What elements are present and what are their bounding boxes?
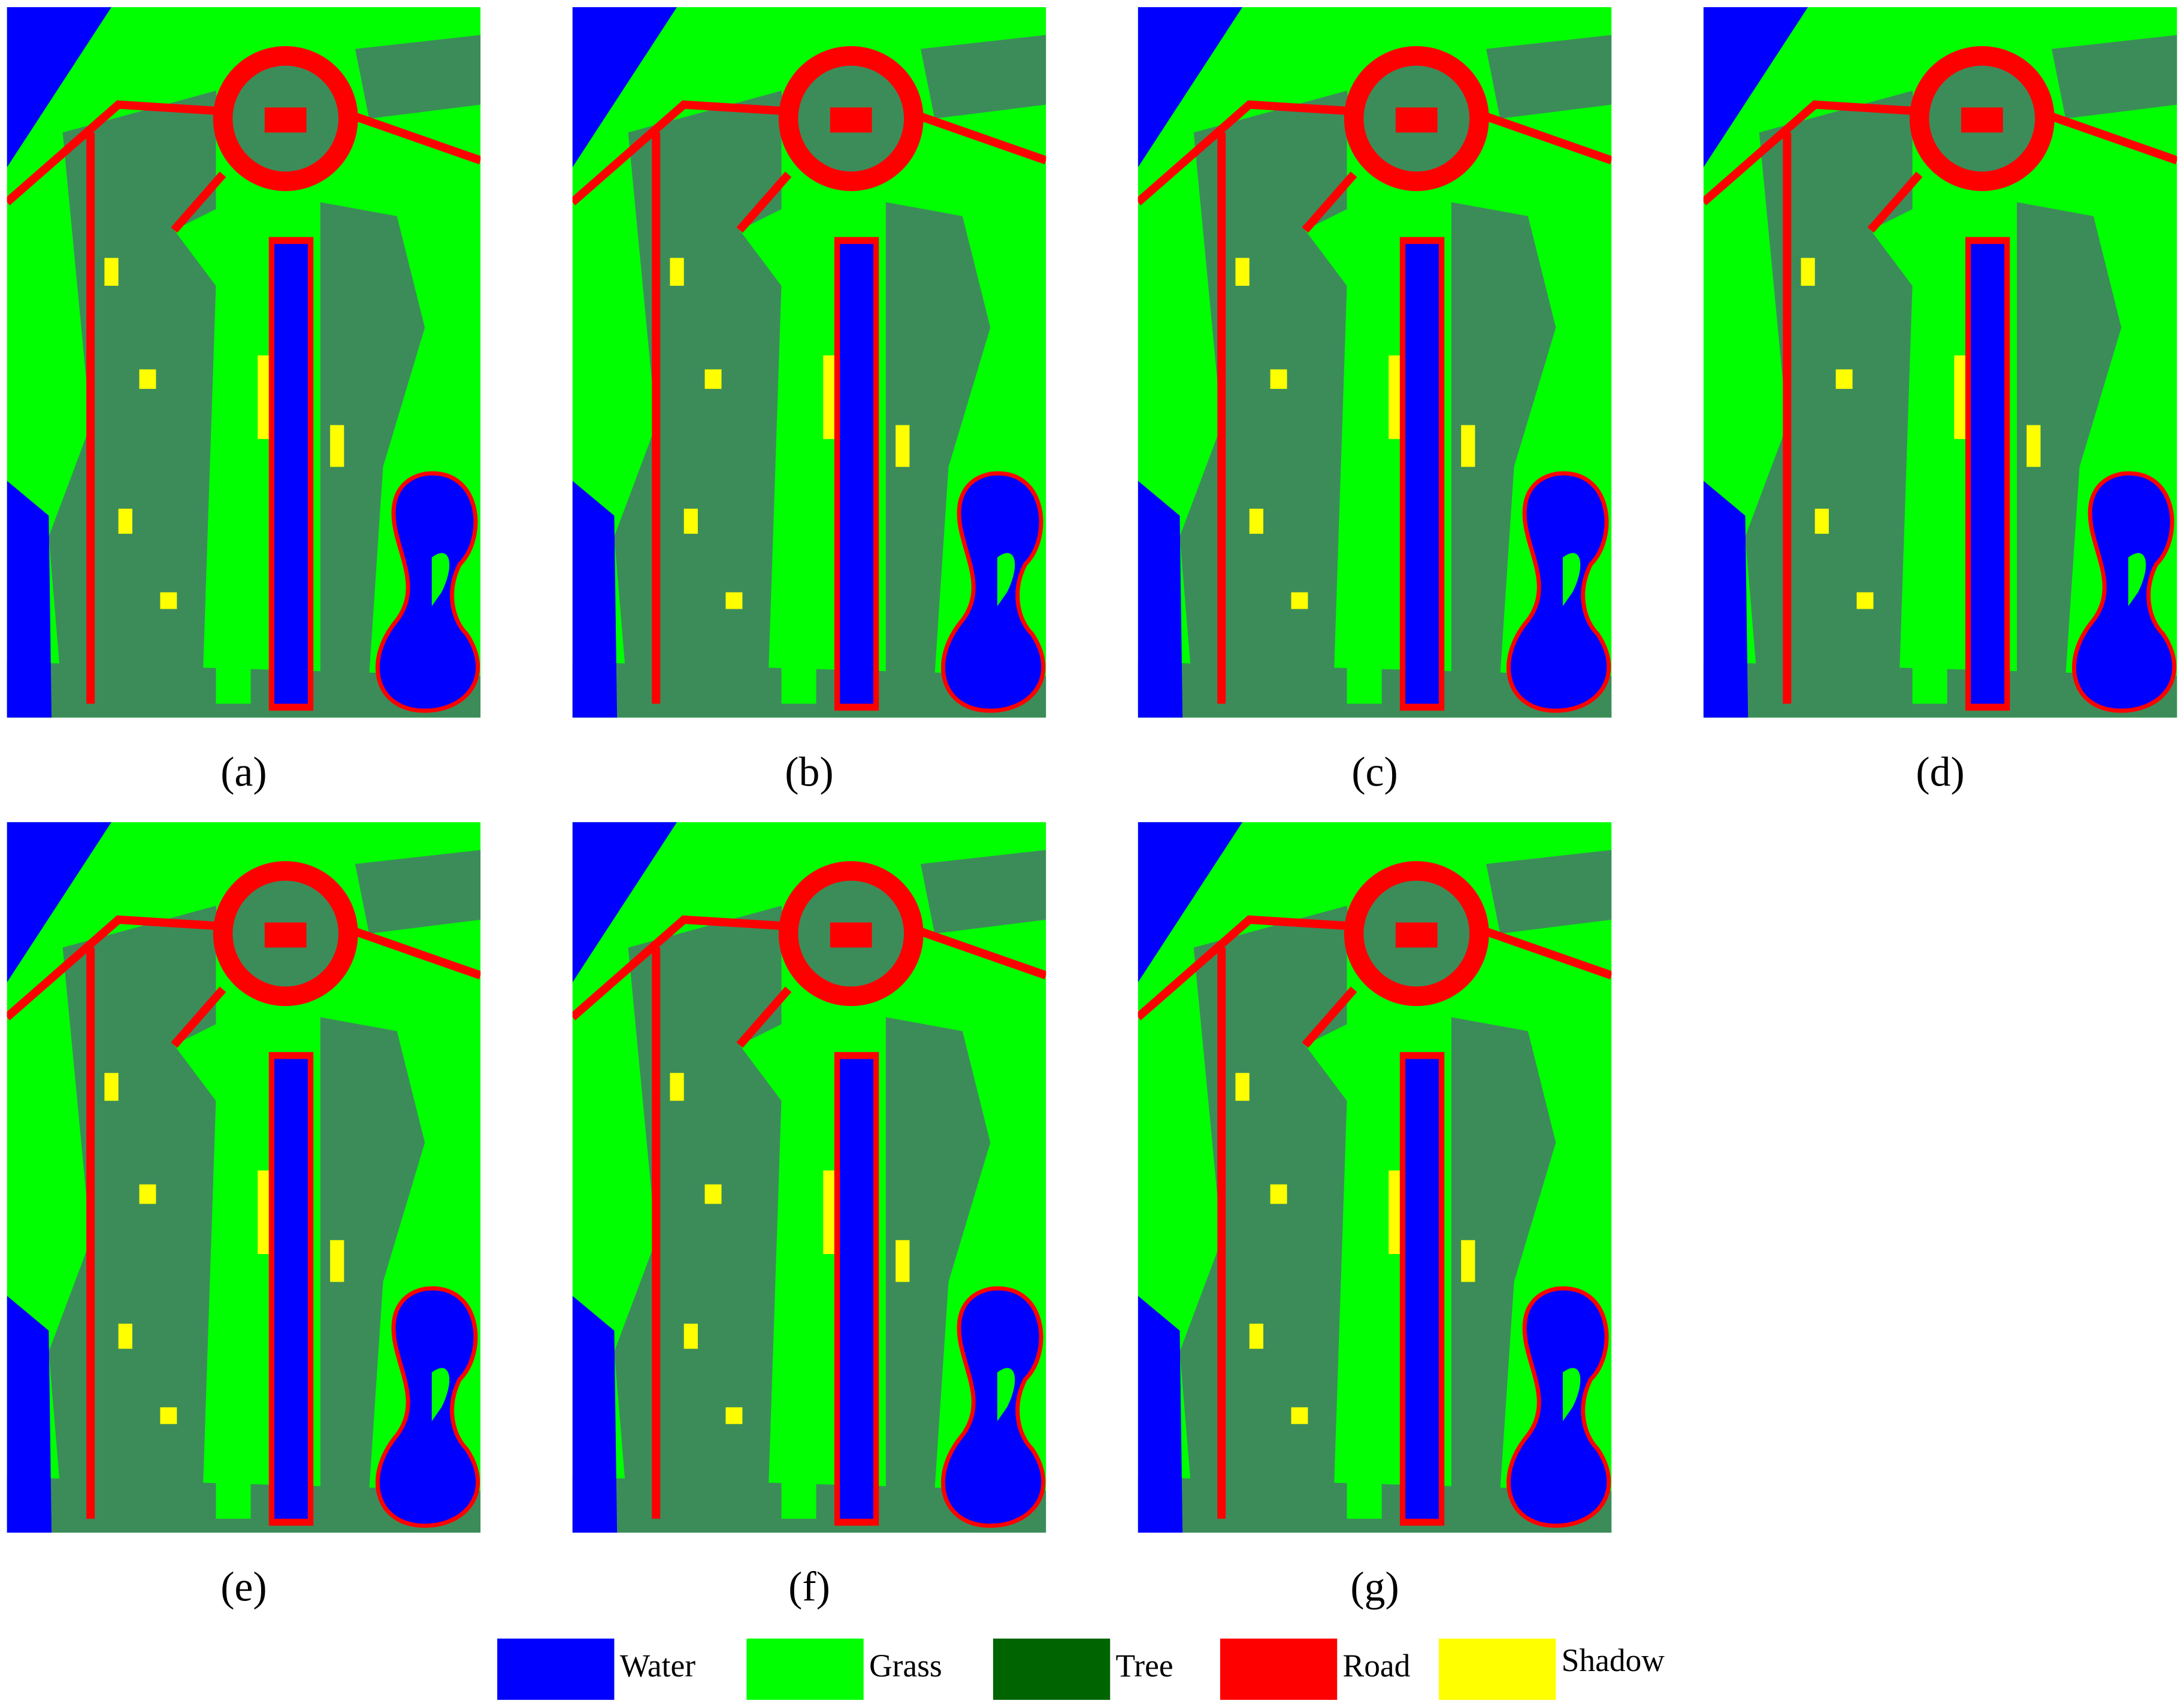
legend-label: Shadow bbox=[1562, 1642, 1665, 1678]
classification-map bbox=[1138, 7, 1612, 718]
legend-label: Road bbox=[1343, 1648, 1411, 1684]
legend-swatch bbox=[497, 1638, 615, 1700]
classification-map bbox=[1704, 7, 2177, 718]
legend-label: Grass bbox=[869, 1648, 942, 1684]
legend-swatch bbox=[746, 1638, 864, 1700]
panel-label: (g) bbox=[1350, 1564, 1399, 1611]
legend-swatch bbox=[1438, 1638, 1556, 1700]
legend-label: Water bbox=[620, 1648, 696, 1684]
classification-map bbox=[573, 822, 1046, 1533]
classification-map bbox=[573, 7, 1046, 718]
classification-map bbox=[7, 822, 481, 1533]
panel-label: (e) bbox=[220, 1564, 267, 1611]
classification-map bbox=[7, 7, 481, 718]
legend-swatch bbox=[1220, 1638, 1338, 1700]
panel-label: (c) bbox=[1351, 749, 1397, 795]
classification-map bbox=[1138, 822, 1612, 1533]
panel-label: (b) bbox=[785, 749, 833, 795]
panel-label: (d) bbox=[1916, 749, 1964, 795]
legend-swatch bbox=[993, 1638, 1111, 1700]
panel-label: (f) bbox=[788, 1564, 830, 1611]
panel-label: (a) bbox=[220, 749, 267, 795]
legend-label: Tree bbox=[1116, 1648, 1173, 1684]
